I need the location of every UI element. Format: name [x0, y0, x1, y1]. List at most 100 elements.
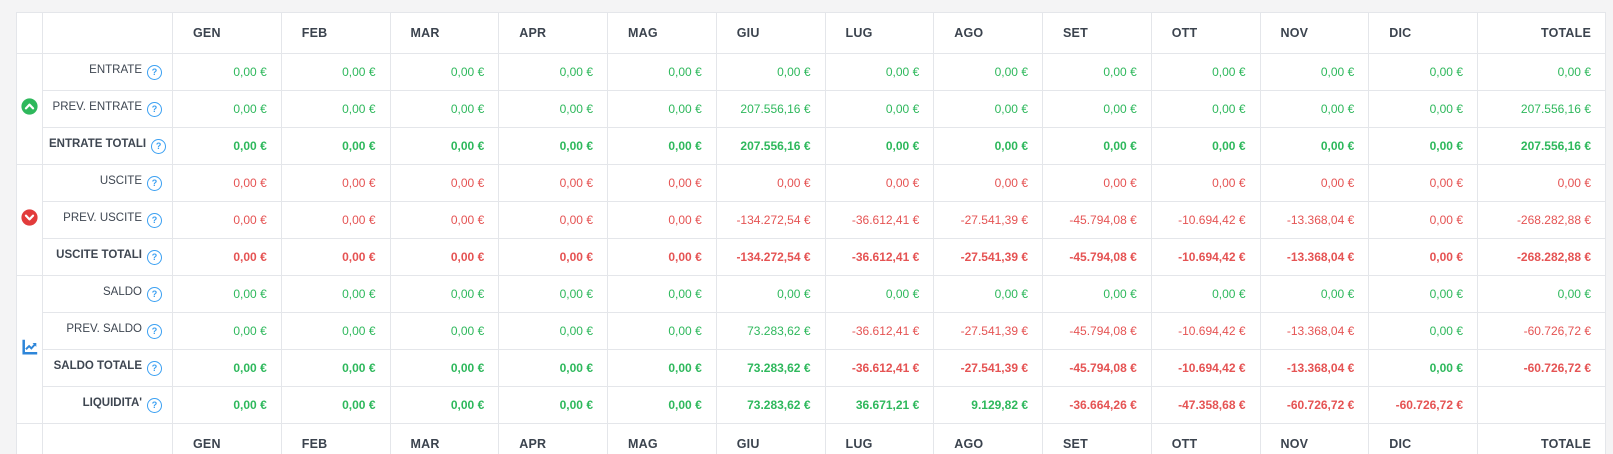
header-label-spacer [42, 12, 173, 54]
value-cell-uscite-totali-apr: 0,00 € [498, 238, 608, 276]
footer-col-gen: GEN [172, 423, 282, 454]
value-cell-saldo-totale-ago: -27.541,39 € [933, 349, 1043, 387]
value-cell-prev-saldo-feb: 0,00 € [280, 312, 391, 350]
value-cell-uscite-giu: 0,00 € [715, 164, 826, 202]
header-col-feb: FEB [280, 12, 391, 54]
value-cell-entrate-totali-totale: 207.556,16 € [1477, 127, 1606, 165]
value-cell-prev-entrate-nov: 0,00 € [1259, 90, 1370, 128]
value-cell-liquidita-lug: 36.671,21 € [824, 386, 935, 424]
value-cell-entrate-set: 0,00 € [1042, 53, 1152, 91]
value-cell-prev-saldo-dic: 0,00 € [1368, 312, 1478, 350]
value-cell-saldo-mag: 0,00 € [607, 275, 717, 313]
value-cell-prev-saldo-mar: 0,00 € [389, 312, 500, 350]
value-cell-entrate-mag: 0,00 € [607, 53, 717, 91]
value-cell-entrate-lug: 0,00 € [824, 53, 935, 91]
row-entrate: ENTRATE? 0,00 €0,00 €0,00 €0,00 €0,00 €0,… [16, 53, 1606, 165]
header-col-apr: APR [498, 12, 608, 54]
value-cell-prev-saldo-mag: 0,00 € [607, 312, 717, 350]
value-cell-uscite-set: 0,00 € [1042, 164, 1152, 202]
header-col-set: SET [1042, 12, 1152, 54]
value-cell-prev-saldo-totale: -60.726,72 € [1477, 312, 1606, 350]
value-cell-saldo-totale-totale: -60.726,72 € [1477, 349, 1606, 387]
group-entrate-cell [16, 53, 43, 165]
help-icon[interactable]: ? [147, 324, 162, 339]
footer-col-ott: OTT [1150, 423, 1261, 454]
value-cell-entrate-dic: 0,00 € [1368, 53, 1478, 91]
cashflow-table: GEN FEB MAR APR MAG GIU LUG AGO SET OTT NOV DIC TOTA… [16, 12, 1606, 454]
value-cell-liquidita-ago: 9.129,82 € [933, 386, 1043, 424]
value-cell-prev-saldo-ago: -27.541,39 € [933, 312, 1043, 350]
value-cell-prev-entrate-giu: 207.556,16 € [715, 90, 826, 128]
chart-line-icon[interactable] [21, 338, 39, 356]
value-cell-uscite-totali-gen: 0,00 € [172, 238, 282, 276]
value-cell-prev-saldo-ott: -10.694,42 € [1150, 312, 1261, 350]
value-cell-entrate-totali-mar: 0,00 € [389, 127, 500, 165]
value-cell-prev-saldo-set: -45.794,08 € [1042, 312, 1152, 350]
value-cell-entrate-ott: 0,00 € [1150, 53, 1261, 91]
header-row: GEN FEB MAR APR MAG GIU LUG AGO SET OTT NOV DIC TOTA… [16, 12, 1606, 54]
value-cell-prev-uscite-giu: -134.272,54 € [715, 201, 826, 239]
footer-col-ago: AGO [933, 423, 1043, 454]
value-cell-entrate-nov: 0,00 € [1259, 53, 1370, 91]
row-label-text: PREV. ENTRATE [52, 101, 142, 113]
value-cell-entrate-totali-apr: 0,00 € [498, 127, 608, 165]
help-icon[interactable]: ? [147, 287, 162, 302]
value-cell-prev-uscite-lug: -36.612,41 € [824, 201, 935, 239]
value-cell-entrate-totali-dic: 0,00 € [1368, 127, 1478, 165]
row-saldo-totale: SALDO TOTALE? 0,00 €0,00 €0,00 €0,00 €0,0… [17, 349, 1606, 387]
row-label-text: USCITE TOTALI [56, 249, 142, 261]
value-cell-uscite-totali-giu: -134.272,54 € [715, 238, 826, 276]
row-uscite: USCITE? 0,00 €0,00 €0,00 €0,00 €0,00 €0,0… [16, 164, 1606, 276]
footer-col-nov: NOV [1259, 423, 1370, 454]
row-label-text: LIQUIDITA' [82, 397, 142, 409]
footer-col-dic: DIC [1368, 423, 1478, 454]
help-icon[interactable]: ? [147, 102, 162, 117]
footer-col-totale: TOTALE [1477, 423, 1606, 454]
help-icon[interactable]: ? [147, 176, 162, 191]
value-cell-prev-entrate-mag: 0,00 € [607, 90, 717, 128]
footer-row: GEN FEB MAR APR MAG GIU LUG AGO SET OTT NOV DIC TOTA… [16, 423, 1606, 454]
value-cell-uscite-totali-ott: -10.694,42 € [1150, 238, 1261, 276]
value-cell-uscite-gen: 0,00 € [172, 164, 282, 202]
value-cell-uscite-totali-totale: -268.282,88 € [1477, 238, 1606, 276]
header-col-ago: AGO [933, 12, 1043, 54]
header-col-totale: TOTALE [1477, 12, 1606, 54]
footer-col-mar: MAR [389, 423, 500, 454]
footer-col-apr: APR [498, 423, 608, 454]
value-cell-uscite-ott: 0,00 € [1150, 164, 1261, 202]
value-cell-entrate-giu: 0,00 € [715, 53, 826, 91]
value-cell-entrate-totali-feb: 0,00 € [280, 127, 391, 165]
value-cell-saldo-totale-dic: 0,00 € [1368, 349, 1478, 387]
value-cell-saldo-totale-lug: -36.612,41 € [824, 349, 935, 387]
header-col-mag: MAG [607, 12, 717, 54]
value-cell-saldo-set: 0,00 € [1042, 275, 1152, 313]
row-label-liquidita: LIQUIDITA'? [42, 386, 173, 424]
row-label-text: SALDO TOTALE [53, 360, 142, 372]
help-icon[interactable]: ? [147, 361, 162, 376]
help-icon[interactable]: ? [151, 139, 167, 154]
value-cell-prev-entrate-feb: 0,00 € [280, 90, 391, 128]
value-cell-saldo-totale-set: -45.794,08 € [1042, 349, 1152, 387]
row-label-uscite: USCITE? [42, 164, 173, 202]
circle-arrow-up-icon[interactable] [21, 98, 38, 115]
circle-arrow-down-icon[interactable] [21, 209, 38, 226]
row-label-entrate-totali: ENTRATE TOTALI? [42, 127, 173, 165]
group-uscite-cell [16, 164, 43, 276]
value-cell-entrate-totali-ago: 0,00 € [933, 127, 1043, 165]
value-cell-prev-entrate-totale: 207.556,16 € [1477, 90, 1606, 128]
help-icon[interactable]: ? [147, 65, 162, 80]
value-cell-uscite-lug: 0,00 € [824, 164, 935, 202]
value-cell-saldo-dic: 0,00 € [1368, 275, 1478, 313]
footer-col-set: SET [1042, 423, 1152, 454]
help-icon[interactable]: ? [147, 250, 162, 265]
header-col-gen: GEN [172, 12, 282, 54]
value-cell-prev-entrate-set: 0,00 € [1042, 90, 1152, 128]
help-icon[interactable]: ? [147, 213, 162, 228]
header-col-nov: NOV [1259, 12, 1370, 54]
value-cell-prev-entrate-dic: 0,00 € [1368, 90, 1478, 128]
help-icon[interactable]: ? [147, 398, 162, 413]
footer-col-feb: FEB [280, 423, 391, 454]
value-cell-prev-uscite-mar: 0,00 € [389, 201, 500, 239]
value-cell-prev-entrate-lug: 0,00 € [824, 90, 935, 128]
row-label-prev-saldo: PREV. SALDO? [42, 312, 173, 350]
